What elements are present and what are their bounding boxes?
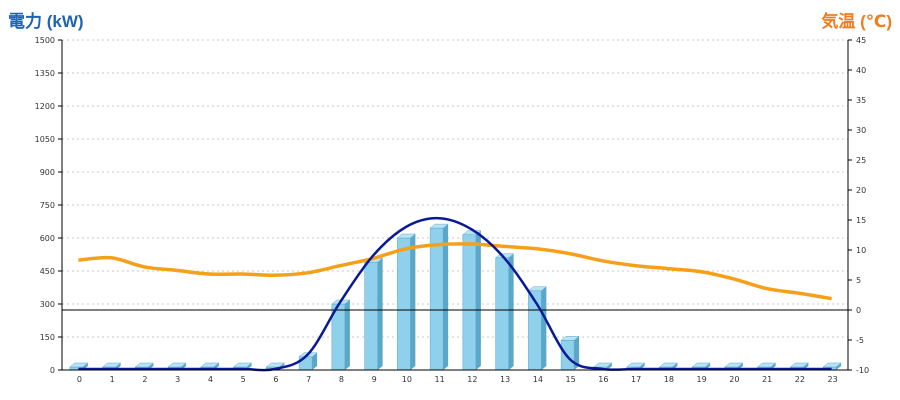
power-bar-top [232,362,253,368]
power-bar-top [789,362,810,368]
power-curve-line [78,216,832,372]
left-tick-label: 1200 [35,102,55,111]
power-bar-side [541,286,547,370]
power-bar-side [508,253,514,370]
power-bar [462,230,482,371]
x-tick-label: 20 [729,375,739,384]
right-tick-label: -10 [856,366,869,375]
power-bar [429,223,449,371]
power-bar-top [101,362,122,368]
power-bar-side [475,230,481,370]
x-tick-label: 23 [828,375,838,384]
right-tick-label: 0 [856,306,861,315]
power-bar [494,253,515,371]
power-bar [363,257,384,371]
power-bar-top [429,223,449,229]
right-tick-label: 15 [856,216,866,225]
power-bar-front [495,257,509,371]
temperature-axis-title: 気温 (℃) [821,12,892,31]
power-bar-front [462,234,477,371]
left-tick-label: 0 [50,366,55,375]
x-tick-label: 17 [631,375,641,384]
x-tick-label: 10 [402,375,412,384]
power-bar-top [265,362,286,368]
power-bar-top [134,362,155,368]
power-bar-top [658,362,679,368]
left-tick-label: 1350 [35,69,55,78]
left-tick-label: 900 [40,168,55,177]
x-tick-label: 1 [110,375,115,384]
power-bar [331,299,351,371]
right-tick-label: -5 [856,336,864,345]
x-tick-label: 22 [795,375,805,384]
left-tick-label: 1050 [35,135,55,144]
power-bar-top [593,362,613,368]
x-tick-label: 4 [208,375,213,384]
x-tick-label: 7 [306,375,311,384]
power-bar-side [410,234,416,370]
power-bar-top [724,362,744,368]
power-bar-top [691,362,711,368]
x-tick-label: 8 [339,375,344,384]
power-bar-top [625,362,646,368]
power-bar-top [527,286,548,292]
power-bar [69,362,89,371]
power-bar-top [396,233,417,239]
x-tick-label: 15 [566,375,576,384]
x-tick-label: 18 [664,375,674,384]
power-bar-side [377,258,383,370]
left-tick-label: 300 [40,300,55,309]
power-bar-side [836,363,842,370]
power-bar-front [364,261,378,371]
x-tick-label: 5 [241,375,246,384]
right-tick-label: 30 [856,126,866,135]
x-tick-label: 11 [435,375,445,384]
right-tick-label: 10 [856,246,866,255]
power-bar-top [822,362,842,368]
power-bar-top [167,362,187,368]
power-bar-side [312,352,318,370]
left-tick-label: 1500 [35,36,55,45]
x-tick-label: 9 [372,375,377,384]
left-tick-label: 750 [40,201,55,210]
x-tick-label: 21 [762,375,772,384]
power-bar-side [606,363,612,370]
power-bar-side [574,336,580,370]
x-tick-label: 6 [273,375,278,384]
right-tick-label: 35 [856,96,866,105]
power-bar-front [397,237,411,371]
power-bar-top [560,336,580,341]
power-bar-top [69,362,89,368]
right-tick-label: 5 [856,276,861,285]
left-tick-label: 600 [40,234,55,243]
right-tick-label: 25 [856,156,866,165]
power-bar-side [443,224,449,370]
power-bar [527,286,548,371]
left-tick-label: 450 [40,267,55,276]
x-tick-label: 16 [598,375,608,384]
x-tick-label: 3 [175,375,180,384]
x-tick-label: 0 [77,375,82,384]
power-bar-front [429,227,444,371]
x-tick-label: 19 [697,375,707,384]
x-tick-label: 14 [533,375,543,384]
right-tick-label: 45 [856,36,866,45]
power-bar [396,233,417,371]
x-tick-label: 13 [500,375,510,384]
x-tick-label: 12 [467,375,477,384]
power-bar-side [344,300,350,370]
power-bar-top [200,362,220,368]
power-axis-title: 電力 (kW) [8,12,84,31]
temperature-line [78,242,832,301]
x-tick-label: 2 [142,375,147,384]
right-tick-label: 40 [856,66,866,75]
right-tick-label: 20 [856,186,866,195]
power-bar-top [756,362,777,368]
left-tick-label: 150 [40,333,55,342]
